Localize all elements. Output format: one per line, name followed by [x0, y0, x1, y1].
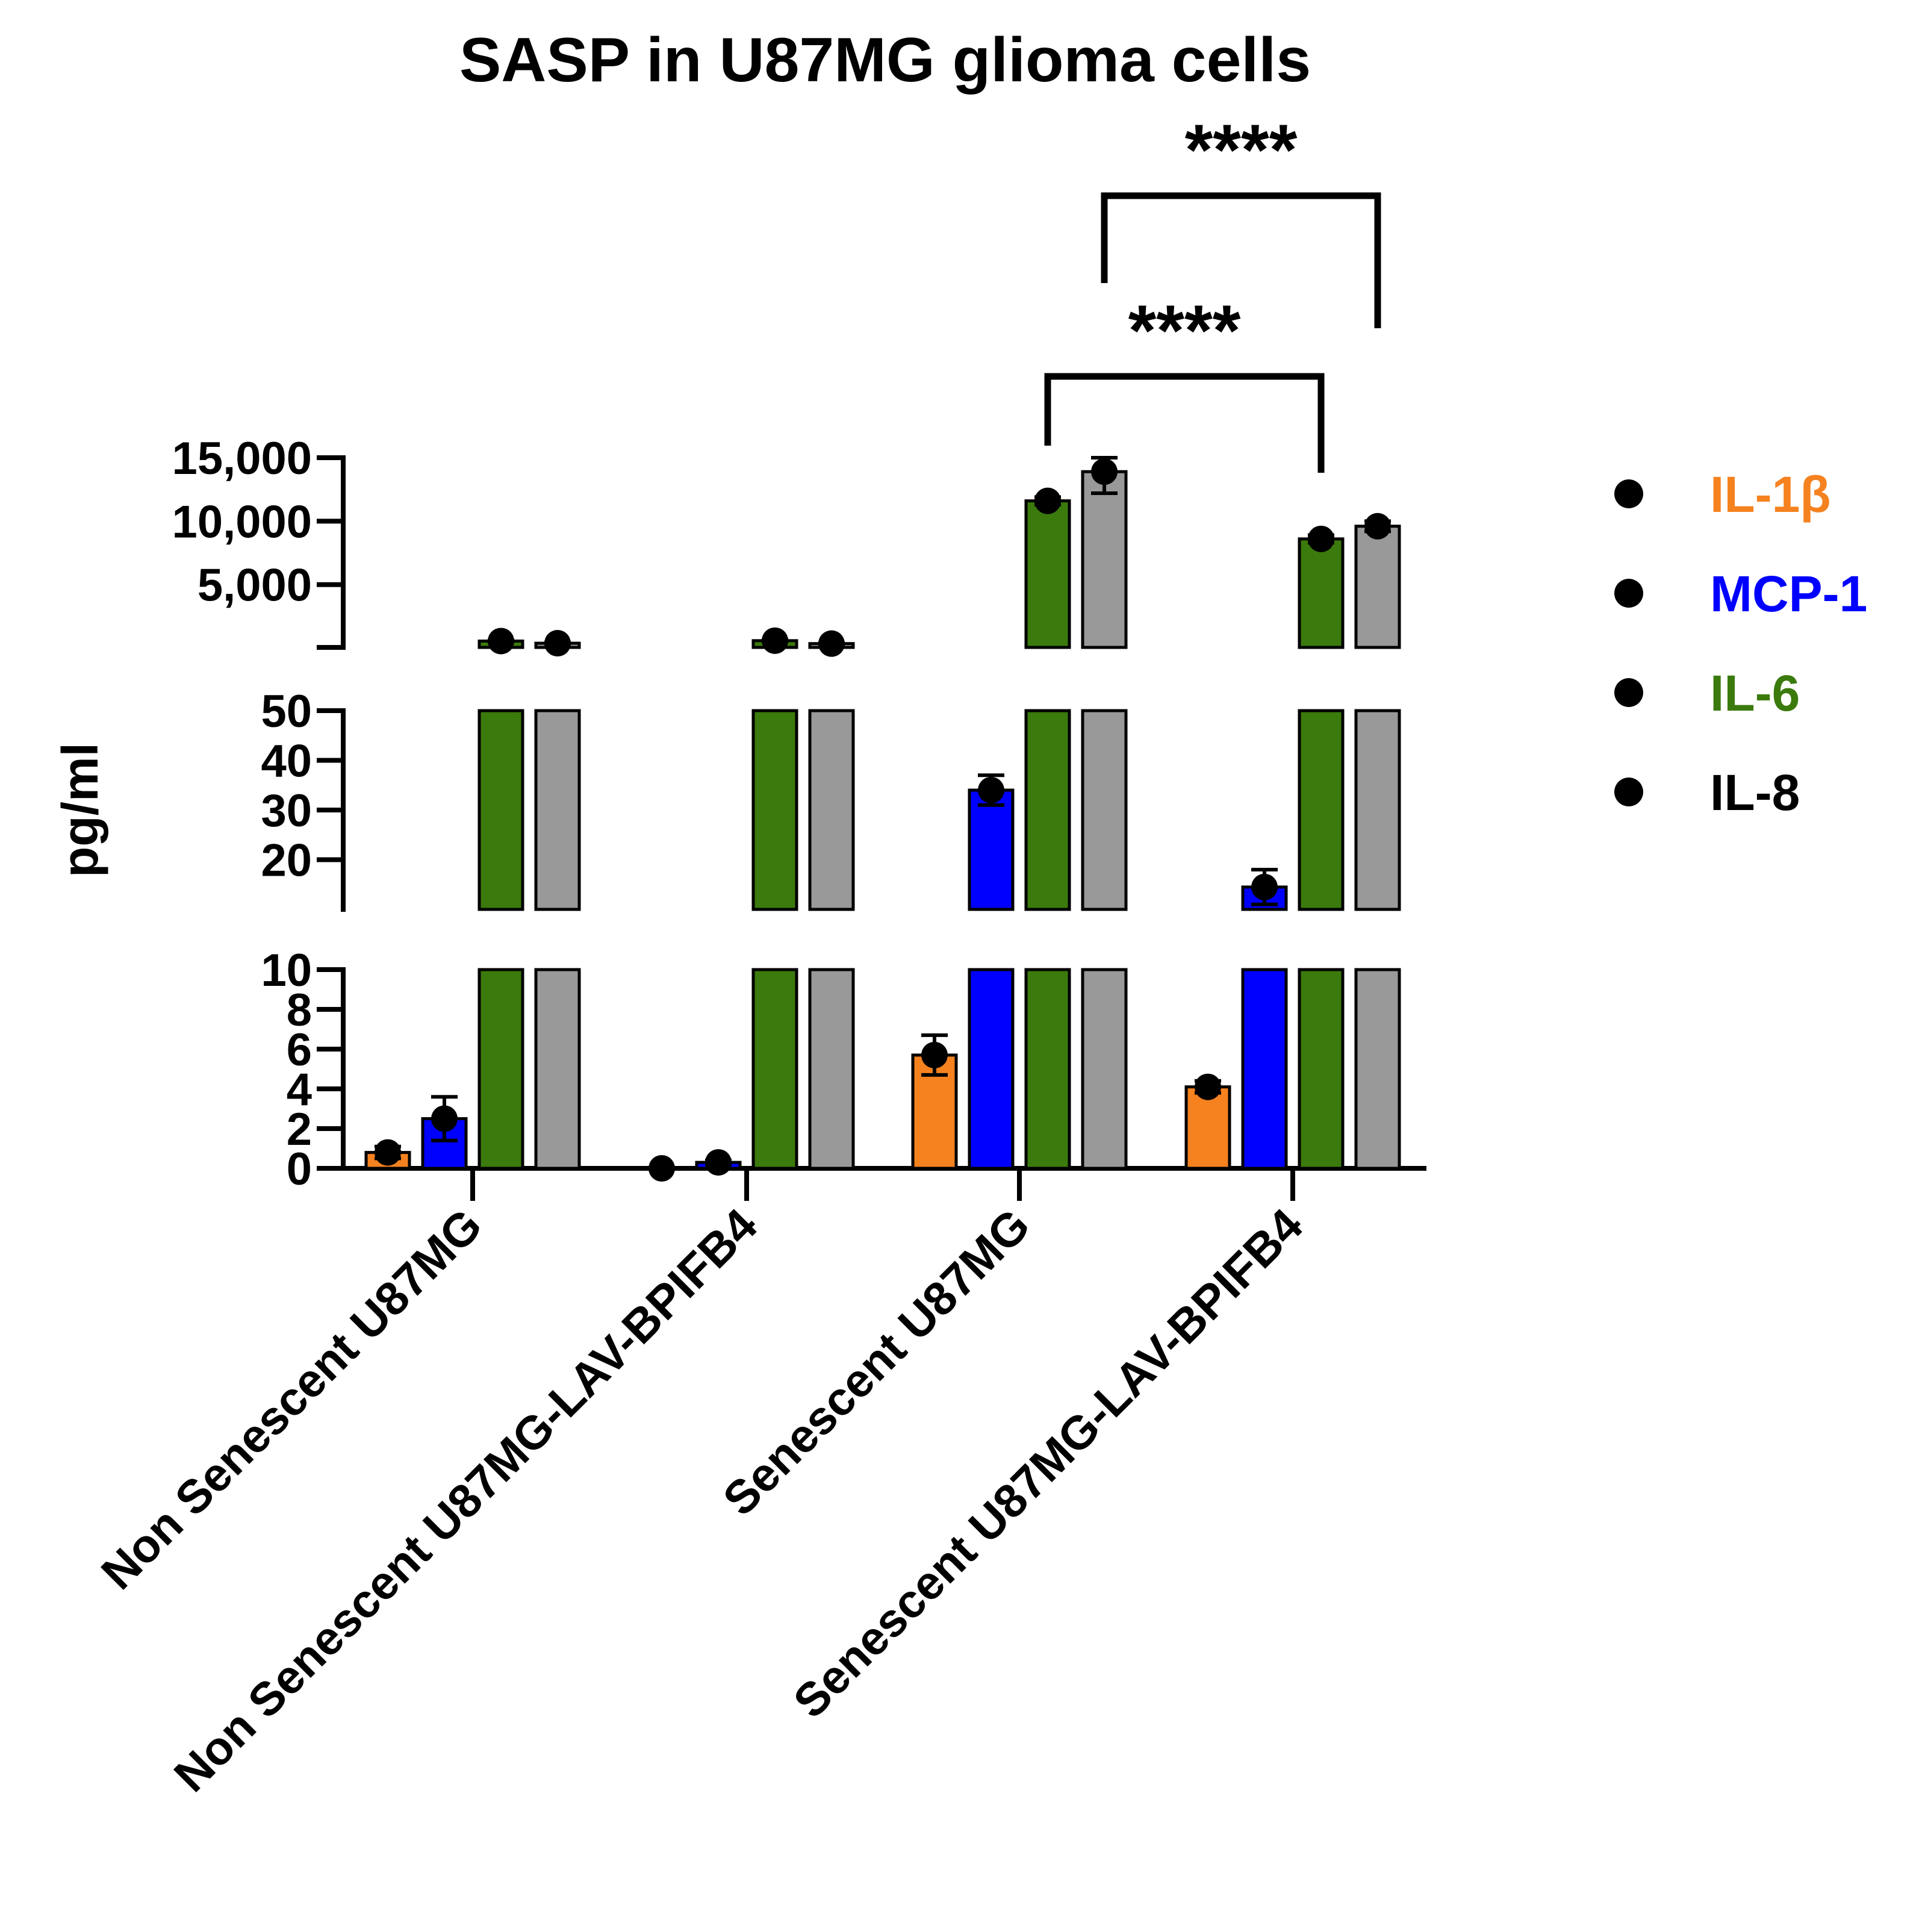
significance-brackets: **** **** [1044, 110, 1381, 473]
bar-il-6 [1024, 499, 1071, 649]
category-label: Senescent U87MG-LAV-BPIFB4 [783, 1198, 1313, 1728]
bar-il-8 [1081, 968, 1128, 1170]
data-point [1364, 513, 1391, 540]
y-tick-label: 5,000 [197, 560, 312, 611]
y-tick-label: 15,000 [172, 433, 312, 484]
bar-mcp-1 [968, 968, 1015, 1170]
significance-label: **** [1185, 110, 1298, 190]
legend-label-il-6: IL-6 [1710, 665, 1800, 721]
significance-bracket [1044, 373, 1325, 473]
data-point [1091, 458, 1118, 485]
bar-il-8 [1081, 709, 1128, 911]
legend-label-il-8: IL-8 [1710, 764, 1800, 821]
bar-il-8 [1354, 968, 1401, 1170]
y-tick-label: 50 [261, 686, 312, 737]
legend-marker-il-1β [1614, 479, 1643, 508]
significance-label: **** [1128, 290, 1241, 371]
bar-il-8 [808, 968, 855, 1170]
category-label: Non Senescent U87MG-LAV-BPIFB4 [164, 1198, 767, 1802]
legend-marker-il-6 [1614, 678, 1643, 707]
y-tick-label: 10 [261, 945, 312, 996]
y-tick-label: 30 [261, 785, 312, 837]
data-point [431, 1105, 458, 1132]
legend-label-il-1β: IL-1β [1710, 466, 1831, 523]
legend-label-mcp-1: MCP-1 [1710, 566, 1867, 622]
legend-marker-mcp-1 [1614, 579, 1643, 608]
bar-il-6 [1298, 709, 1345, 911]
data-point [1034, 487, 1061, 514]
chart-title: SASP in U87MG glioma cells [459, 25, 1311, 95]
data-point [375, 1139, 401, 1166]
bar-il-8 [1081, 470, 1128, 649]
y-tick-label: 40 [261, 736, 312, 787]
bar-il-6 [751, 968, 798, 1170]
bar-il-6 [1298, 537, 1345, 649]
bar-il-8 [1354, 709, 1401, 911]
data-point [705, 1149, 732, 1176]
data-point [1251, 873, 1278, 900]
y-tick-label: 2 [287, 1104, 312, 1155]
data-point [488, 628, 514, 655]
legend-marker-il-8 [1614, 777, 1643, 806]
y-tick-label: 6 [287, 1024, 312, 1076]
bar-il-6 [751, 709, 798, 911]
bar-il-8 [534, 709, 581, 911]
y-tick-label: 0 [287, 1144, 312, 1195]
y-tick-label: 4 [287, 1064, 312, 1115]
bars [364, 456, 1401, 1182]
bar-il-8 [534, 968, 581, 1170]
data-point [544, 630, 571, 657]
bar-il-6 [1024, 709, 1071, 911]
bar-mcp-1 [1241, 968, 1288, 1170]
data-point [648, 1155, 675, 1182]
bar-il-6 [1024, 968, 1071, 1170]
y-tick-label: 10 [261, 945, 312, 996]
data-point [1195, 1073, 1221, 1100]
category-label: Senescent U87MG [713, 1198, 1040, 1525]
bar-il-6 [477, 968, 524, 1170]
bar-il-6 [1298, 968, 1345, 1170]
bar-mcp-1 [968, 788, 1015, 911]
y-tick-label: 10,000 [172, 496, 312, 547]
bar-il-8 [808, 709, 855, 911]
data-point [818, 630, 845, 657]
bar-il-6 [477, 709, 524, 911]
data-point [762, 627, 788, 654]
data-point [978, 777, 1004, 803]
data-point [1308, 525, 1334, 552]
bar-il-8 [1354, 525, 1401, 649]
y-axis-label: pg/ml [52, 743, 108, 877]
significance-bracket [1101, 192, 1381, 328]
legend: IL-1β MCP-1 IL-6 IL-8 [1614, 466, 1867, 821]
y-tick-label: 8 [287, 985, 312, 1036]
data-point [921, 1041, 948, 1068]
y-tick-label: 20 [261, 835, 312, 887]
